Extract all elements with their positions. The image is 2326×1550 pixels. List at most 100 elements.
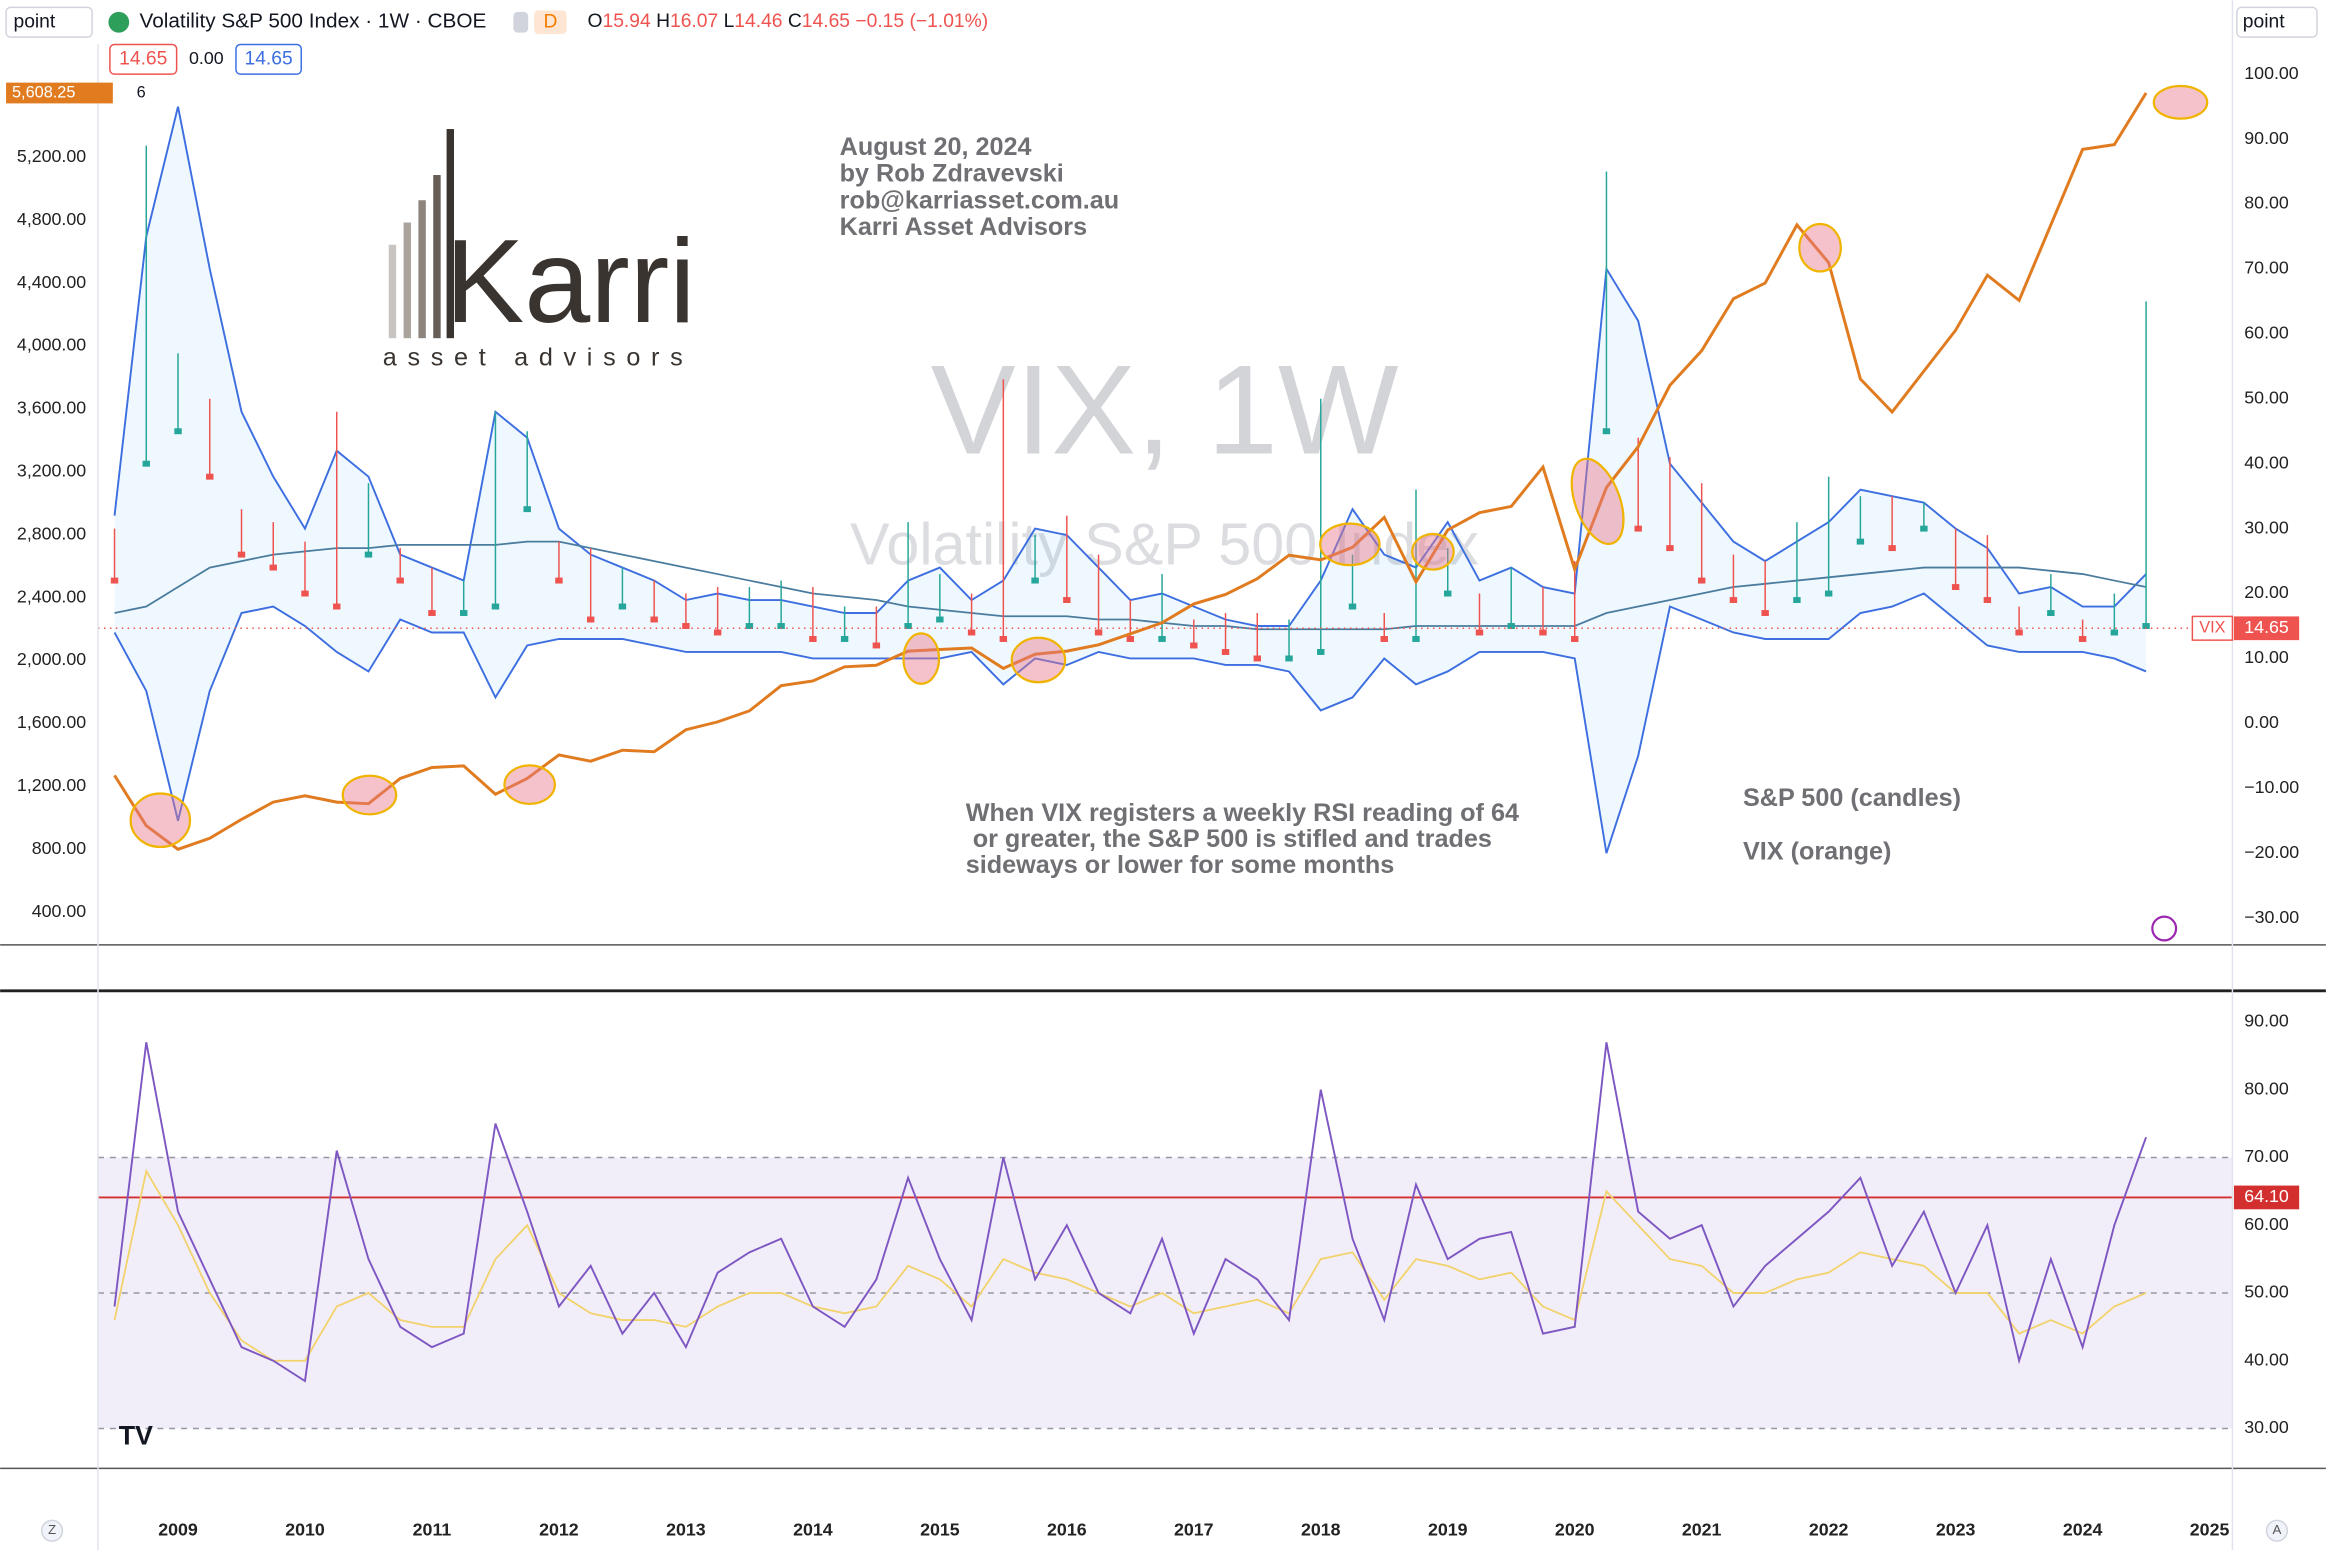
author-line: August 20, 2024 [840,133,1032,161]
candle-body [1253,655,1261,662]
note-line: or greater, the S&P 500 is stifled and t… [966,825,1492,853]
candle-body [1634,525,1642,532]
candle-body [1666,545,1674,552]
candle-body [1729,597,1738,603]
candle-body [1920,525,1928,532]
candle-body [1697,577,1706,584]
candle-body [1824,590,1833,597]
rsi-tick-label: 40.00 [2244,1349,2289,1369]
y2-tick-label: 30.00 [2244,517,2289,537]
candle-body [2078,636,2087,642]
y-tick-label: 800.00 [32,838,86,858]
candle-body [1761,610,1769,616]
rsi-pane [98,1042,2233,1430]
x-tick-label: 2021 [1682,1519,1722,1539]
zoom-label: Z [48,1522,56,1537]
indicator-value: 14.65 [244,48,292,69]
candle-body [1856,538,1865,545]
spx-line [113,92,2148,851]
candle-body [1221,649,1230,655]
flag-text: D [543,11,557,32]
highlight [1411,532,1455,571]
rsi-signal-label: 64.10 [2244,1186,2289,1206]
legend-note: VIX (orange) [1743,838,1891,866]
watermark: VIX, 1W [931,339,1399,481]
logo-bar [388,244,397,339]
x-tick-label: 2024 [2063,1519,2103,1539]
candle-body [682,623,690,629]
scale-button[interactable] [2236,6,2318,38]
y-tick-label: 2,800.00 [17,523,86,543]
candle-body [2142,623,2150,629]
highlight [503,764,556,806]
note-line: When VIX registers a weekly RSI reading … [966,799,1519,827]
scale-button[interactable] [5,6,93,38]
candle-body [618,603,627,610]
ohlc: O15.94 H16.07 L14.46 C14.65 −0.15 (−1.01… [587,11,988,32]
y2-tick-label: 80.00 [2244,193,2289,213]
spx-last-badge [6,82,113,104]
candle-body [1983,597,1992,603]
y2-tick-label: 20.00 [2244,582,2289,602]
candle-body [1031,577,1039,584]
candle-body [1475,629,1484,636]
y2-tick-label: 100.00 [2244,63,2298,83]
candle-body [936,616,944,623]
indicator-box [235,43,302,75]
y-tick-label: 2,400.00 [17,586,86,606]
symbol-title: Volatility S&P 500 Index · 1W · CBOE [140,10,487,33]
highlight [1319,522,1381,567]
rsi-tick-label: 80.00 [2244,1078,2289,1098]
y-tick-label: 5,200.00 [17,146,86,166]
candle-body [1285,655,1293,662]
candle-body [459,610,468,616]
x-tick-label: 2015 [920,1519,960,1539]
y2-tick-label: −10.00 [2244,777,2299,797]
x-tick-label: 2010 [285,1519,325,1539]
vix-name: VIX [2199,619,2225,637]
candle-body [1444,590,1452,597]
y2-tick-label: −20.00 [2244,842,2299,862]
candle-body [523,506,531,513]
candle-body [1951,584,1960,591]
x-tick-label: 2022 [1809,1519,1849,1539]
y-tick-label: 4,800.00 [17,209,86,229]
candle-body [206,473,214,480]
candle-body [333,603,341,610]
logo-bar [403,222,411,339]
auto-button[interactable] [2265,1519,2289,1542]
x-tick-label: 2012 [539,1519,579,1539]
status-icon [108,11,130,33]
main-pane: VIX, 1W Volatility S&P 500 Index [98,92,2233,854]
y2-tick-label: 70.00 [2244,258,2289,278]
indicator-box [109,43,178,75]
vix-last-label: 14.65 [2244,617,2289,637]
zoom-button[interactable] [40,1519,64,1542]
band-lower [113,592,2147,854]
flag-toggle[interactable] [513,11,529,33]
y-tick-label: 3,600.00 [17,398,86,418]
ohlc-value: 14.46 [734,11,782,32]
x-tick-label: 2023 [1936,1519,1976,1539]
candle-body [237,551,246,558]
rsi-tick-label: 60.00 [2244,1214,2289,1234]
x-tick-label: 2017 [1174,1519,1214,1539]
candle-body [2110,629,2119,636]
rsi-ma-line [113,1168,2147,1362]
y2-tick-label: 40.00 [2244,452,2289,472]
vix-last-badge [2233,616,2300,641]
candle-body [301,590,309,597]
y-tick-label: 4,400.00 [17,272,86,292]
spx-last-suffix: 6 [137,83,146,101]
candle-body [872,642,881,649]
highlight [902,632,941,685]
scale-label: point [13,11,55,32]
x-tick-label: 2014 [793,1519,833,1539]
legend-note: S&P 500 (candles) [1743,784,1961,812]
y2-tick-label: 60.00 [2244,323,2289,343]
rsi-tick-label: 30.00 [2244,1417,2289,1437]
x-tick-label: 2025 [2190,1519,2230,1539]
rsi-tick-label: 50.00 [2244,1282,2289,1302]
